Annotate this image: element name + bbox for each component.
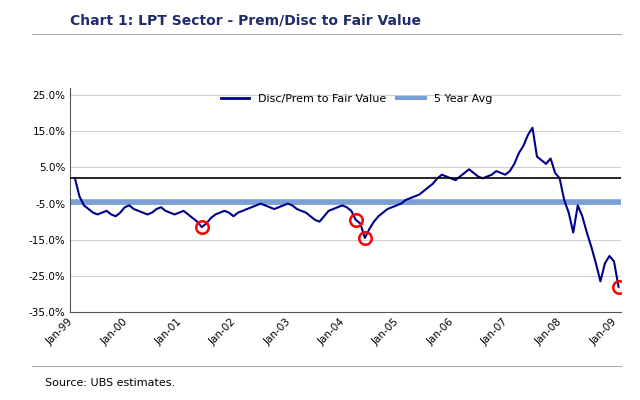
Legend: Disc/Prem to Fair Value, 5 Year Avg: Disc/Prem to Fair Value, 5 Year Avg <box>216 89 497 108</box>
Text: Chart 1: LPT Sector - Prem/Disc to Fair Value: Chart 1: LPT Sector - Prem/Disc to Fair … <box>70 14 421 28</box>
Text: Source: UBS estimates.: Source: UBS estimates. <box>45 378 175 388</box>
